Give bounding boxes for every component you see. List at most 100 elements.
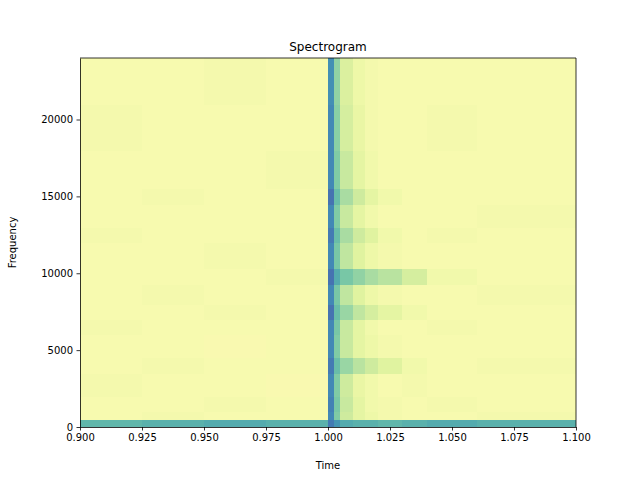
heatmap-cell <box>427 269 477 285</box>
heatmap-cell <box>340 243 353 270</box>
heatmap-cell <box>334 269 341 285</box>
heatmap-cell <box>80 150 143 189</box>
heatmap-cell <box>142 269 205 285</box>
heatmap-cell <box>402 150 427 189</box>
heatmap-cell <box>334 204 341 228</box>
heatmap-cell <box>142 396 205 412</box>
heatmap-cell <box>365 269 378 285</box>
heatmap-cell <box>142 204 205 228</box>
heatmap-cell <box>328 373 335 397</box>
heatmap-cell <box>266 104 329 151</box>
tick-mark <box>390 427 391 431</box>
heatmap-cell <box>334 335 341 359</box>
heatmap-cell <box>204 358 267 374</box>
heatmap-cell <box>353 284 366 304</box>
heatmap-cell <box>328 358 335 374</box>
heatmap-cell <box>477 104 576 151</box>
tick: 1.100 <box>562 427 591 443</box>
heatmap-cell <box>204 58 267 105</box>
heatmap-cell <box>477 412 576 420</box>
heatmap-cell <box>340 104 353 151</box>
axis-line <box>80 59 81 428</box>
heatmap-cell <box>477 373 576 397</box>
tick-label: 10000 <box>41 268 73 279</box>
heatmap-cell <box>334 358 341 374</box>
tick: 0.975 <box>252 427 281 443</box>
heatmap-cell <box>340 335 353 359</box>
heatmap-cell <box>328 396 335 412</box>
heatmap-cell <box>365 358 378 374</box>
heatmap-cell <box>328 227 335 243</box>
heatmap-cell <box>266 358 329 374</box>
chart-svg: 0.9000.9250.9500.9751.0001.0251.0501.075… <box>0 0 640 480</box>
heatmap-cell <box>365 227 378 243</box>
heatmap-cell <box>266 335 329 359</box>
heatmap-cell <box>353 335 366 359</box>
heatmap-cell <box>334 227 341 243</box>
tick: 1.050 <box>438 427 467 443</box>
heatmap-cell <box>378 104 403 151</box>
heatmap-cell <box>365 243 378 270</box>
heatmap-cell <box>334 373 341 397</box>
heatmap-cell <box>477 58 576 105</box>
heatmap-cell <box>365 104 378 151</box>
heatmap-cell <box>353 358 366 374</box>
heatmap-cell <box>427 412 477 420</box>
heatmap-cell <box>427 358 477 374</box>
heatmap-cell <box>365 335 378 359</box>
heatmap-cell <box>402 373 427 397</box>
tick-mark <box>204 427 205 431</box>
heatmap-cell <box>328 304 335 320</box>
tick-mark <box>514 427 515 431</box>
heatmap-cell <box>266 269 329 285</box>
heatmap-cell <box>334 284 341 304</box>
heatmap-cell <box>142 189 205 205</box>
heatmap-cell <box>427 419 477 427</box>
heatmap-cell <box>334 243 341 270</box>
heatmap-cell <box>334 412 341 420</box>
y-axis-title: Frequency <box>7 217 18 269</box>
heatmap-cell <box>427 150 477 189</box>
heatmap-cell <box>402 269 427 285</box>
heatmap-cell <box>477 284 576 304</box>
heatmap-cell <box>80 189 143 205</box>
heatmap-cell <box>340 284 353 304</box>
heatmap-cell <box>266 419 329 427</box>
heatmap-cell <box>340 58 353 105</box>
heatmap-cell <box>204 373 267 397</box>
heatmap-cell <box>477 227 576 243</box>
heatmap-cell <box>266 150 329 189</box>
heatmap-cell <box>334 104 341 151</box>
heatmap-cell <box>266 243 329 270</box>
heatmap-cell <box>328 335 335 359</box>
tick-label: 0 <box>67 422 73 433</box>
heatmap-cell <box>142 284 205 304</box>
tick-label: 1.000 <box>314 432 343 443</box>
tick-label: 0.900 <box>66 432 95 443</box>
heatmap-cell <box>80 396 143 412</box>
heatmap-cell <box>378 243 403 270</box>
tick-mark <box>266 427 267 431</box>
tick: 0.925 <box>128 427 157 443</box>
heatmap-cell <box>80 284 143 304</box>
tick: 0.950 <box>190 427 219 443</box>
heatmap-cell <box>353 58 366 105</box>
heatmap-cell <box>353 396 366 412</box>
heatmap-cell <box>365 150 378 189</box>
heatmap-cell <box>427 304 477 320</box>
heatmap-cell <box>427 284 477 304</box>
tick-label: 1.050 <box>438 432 467 443</box>
heatmap-cells <box>80 58 576 427</box>
heatmap-cell <box>334 150 341 189</box>
heatmap-cell <box>204 419 267 427</box>
heatmap-cell <box>80 419 143 427</box>
heatmap-cell <box>266 396 329 412</box>
heatmap-cell <box>477 243 576 270</box>
heatmap-cell <box>353 204 366 228</box>
heatmap-cell <box>334 58 341 105</box>
heatmap-cell <box>204 412 267 420</box>
tick-label: 0.925 <box>128 432 157 443</box>
heatmap-cell <box>353 373 366 397</box>
heatmap-cell <box>340 304 353 320</box>
tick: 0 <box>67 422 80 433</box>
